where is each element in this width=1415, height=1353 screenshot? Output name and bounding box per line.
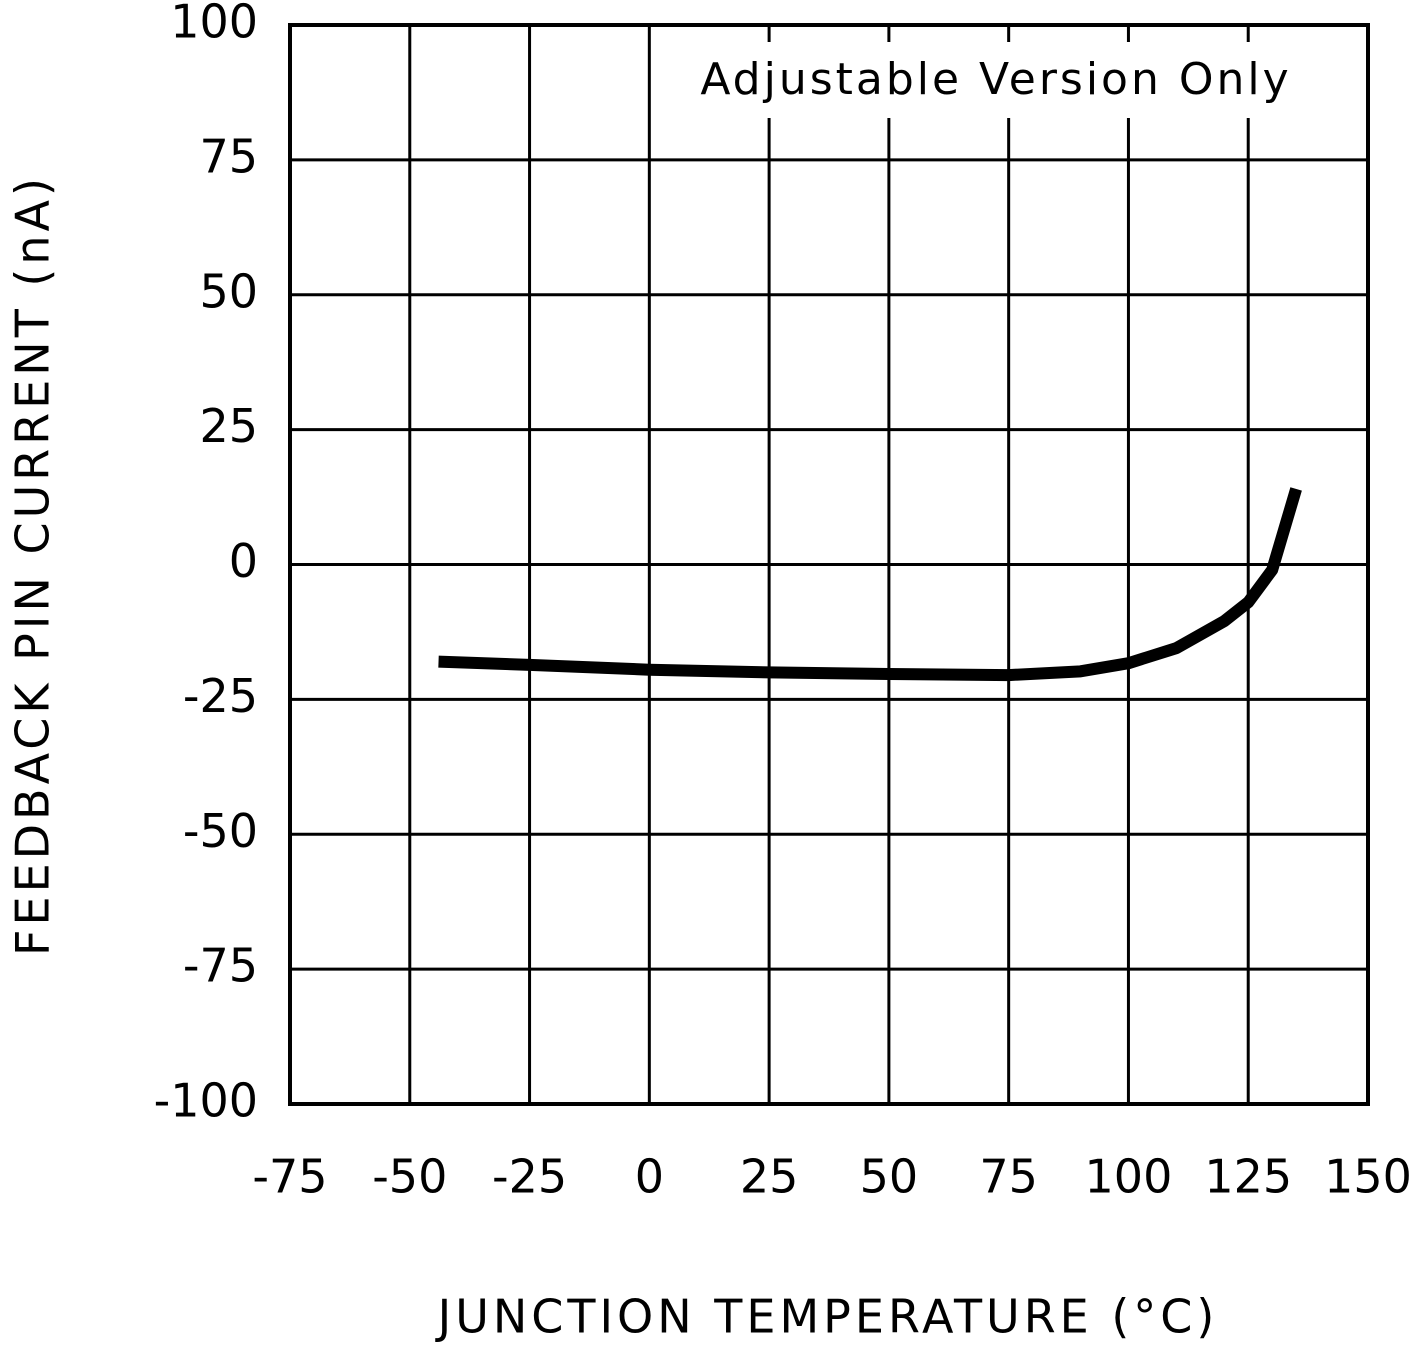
x-tick-label: 0 [635, 1150, 664, 1204]
plot-frame [288, 23, 1370, 1106]
y-tick-label: -100 [154, 1074, 258, 1128]
x-tick-label: 25 [740, 1150, 799, 1204]
x-tick-label: 125 [1204, 1150, 1292, 1204]
x-tick-label: 100 [1085, 1150, 1173, 1204]
y-axis-label: FEEDBACK PIN CURRENT (nA) [6, 174, 60, 956]
x-tick-label: 50 [860, 1150, 919, 1204]
y-tick-label: 100 [170, 0, 258, 49]
y-tick-label: 25 [199, 399, 258, 453]
y-tick-label: 75 [199, 129, 258, 183]
x-tick-label: 75 [979, 1150, 1038, 1204]
x-tick-label: -50 [372, 1150, 447, 1204]
y-tick-label: 50 [199, 264, 258, 318]
x-tick-label: -25 [492, 1150, 567, 1204]
x-axis-label: JUNCTION TEMPERATURE (°C) [435, 1290, 1219, 1344]
annotation-box [652, 42, 1352, 118]
y-tick-label: -75 [183, 939, 258, 993]
annotation: Adjustable Version Only [700, 54, 1291, 105]
data-line [438, 487, 1302, 682]
y-tick-label: -25 [183, 669, 258, 723]
x-tick-label: -75 [252, 1150, 327, 1204]
x-tick-label: 150 [1324, 1150, 1412, 1204]
y-tick-label: 0 [229, 534, 258, 588]
y-tick-label: -50 [183, 804, 258, 858]
